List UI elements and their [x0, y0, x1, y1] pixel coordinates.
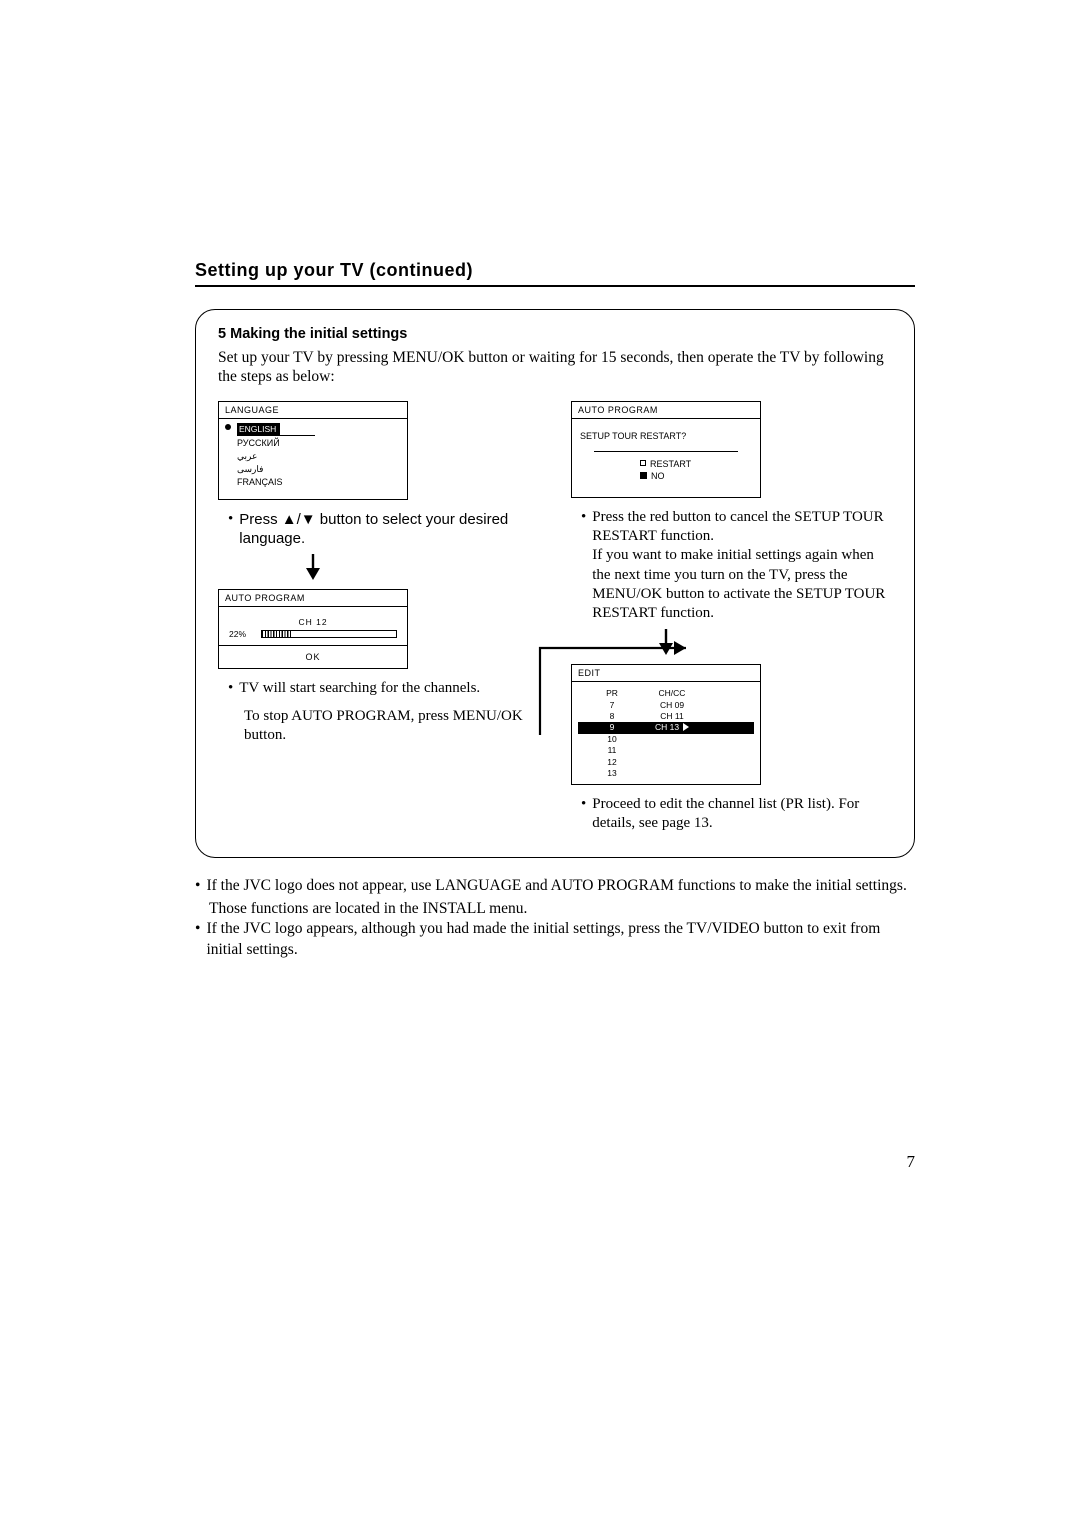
- cursor-icon: [225, 424, 231, 430]
- edit-menu: EDIT PR CH/CC 7 CH 09 8 CH 11 9 CH 13 10111213: [571, 664, 761, 785]
- restart-opt1-label: RESTART: [650, 459, 691, 469]
- red-button-label: Press the red button to cancel the SETUP…: [592, 508, 892, 623]
- progress-bar: [261, 630, 397, 638]
- language-menu-header: LANGUAGE: [219, 402, 407, 419]
- channel-label: CH 12: [229, 617, 397, 627]
- restart-opt2: NO: [640, 470, 752, 483]
- red-button-text: • Press the red button to cancel the SET…: [581, 508, 892, 623]
- edit-pr: 12: [592, 757, 632, 768]
- press-updown-label: Press ▲/▼ button to select your desired …: [239, 510, 545, 548]
- edit-ch: [642, 734, 702, 745]
- edit-col-ch: CH/CC: [642, 688, 702, 699]
- step-box: 5 Making the initial settings Set up you…: [195, 309, 915, 858]
- bullet-icon: •: [228, 510, 233, 548]
- restart-rule: [594, 451, 738, 452]
- bullet-icon: •: [581, 795, 586, 833]
- edit-pr: 7: [592, 700, 632, 711]
- step-title-text: Making the initial settings: [230, 326, 407, 342]
- edit-row: 11: [578, 745, 754, 756]
- search-text: • TV will start searching for the channe…: [228, 679, 545, 698]
- bullet-icon: •: [581, 508, 586, 623]
- progress-percent: 22%: [229, 629, 255, 639]
- edit-ch: CH 13: [642, 722, 702, 733]
- bullet-icon: •: [195, 876, 200, 896]
- progress-row: 22%: [229, 629, 397, 639]
- restart-question: SETUP TOUR RESTART?: [580, 431, 752, 441]
- edit-pr: 9: [592, 722, 632, 733]
- footer-text-2: If the JVC logo appears, although you ha…: [206, 919, 915, 960]
- auto-program-body: CH 12 22%: [219, 607, 407, 645]
- step-number: 5: [218, 326, 226, 342]
- edit-col-pr: PR: [592, 688, 632, 699]
- edit-pr: 11: [592, 745, 632, 756]
- edit-header: EDIT: [572, 665, 760, 682]
- step-title: 5 Making the initial settings: [218, 326, 892, 342]
- page-content: Setting up your TV (continued) 5 Making …: [195, 260, 915, 962]
- edit-ch: [642, 757, 702, 768]
- down-arrow-2: [571, 629, 761, 660]
- progress-fill: [262, 631, 291, 637]
- left-column: LANGUAGE ENGLISH РУССКИЙعربيفارسیFRANÇAI…: [218, 401, 545, 839]
- footer-bullet-2: • If the JVC logo appears, although you …: [195, 919, 915, 960]
- restart-menu: AUTO PROGRAM SETUP TOUR RESTART? RESTART…: [571, 401, 761, 498]
- footer-notes: • If the JVC logo does not appear, use L…: [195, 876, 915, 960]
- edit-row: 7 CH 09: [578, 700, 754, 711]
- proceed-label: Proceed to edit the channel list (PR lis…: [592, 795, 892, 833]
- language-menu: LANGUAGE ENGLISH РУССКИЙعربيفارسیFRANÇAI…: [218, 401, 408, 500]
- page-number: 7: [195, 1152, 915, 1172]
- edit-pr: 13: [592, 768, 632, 779]
- edit-row: 12: [578, 757, 754, 768]
- section-title: Setting up your TV (continued): [195, 260, 915, 287]
- bullet-icon: •: [228, 679, 233, 698]
- down-arrow-1: [218, 554, 408, 585]
- edit-rows: 7 CH 09 8 CH 11 9 CH 13 10111213: [578, 700, 754, 780]
- language-option: FRANÇAIS: [237, 476, 401, 489]
- square-solid-icon: [640, 472, 647, 479]
- restart-body: SETUP TOUR RESTART? RESTART NO: [572, 419, 760, 497]
- language-option: РУССКИЙ: [237, 437, 401, 450]
- bullet-icon: •: [195, 919, 200, 960]
- auto-program-header: AUTO PROGRAM: [219, 590, 407, 607]
- auto-program-box: AUTO PROGRAM CH 12 22% OK: [218, 589, 408, 669]
- footer-bullet-1: • If the JVC logo does not appear, use L…: [195, 876, 915, 896]
- edit-row: 8 CH 11: [578, 711, 754, 722]
- proceed-text: • Proceed to edit the channel list (PR l…: [581, 795, 892, 833]
- edit-pr: 8: [592, 711, 632, 722]
- restart-options: RESTART NO: [580, 458, 752, 483]
- edit-ch: CH 09: [642, 700, 702, 711]
- edit-body: PR CH/CC 7 CH 09 8 CH 11 9 CH 13 10111213: [572, 682, 760, 784]
- right-column: AUTO PROGRAM SETUP TOUR RESTART? RESTART…: [565, 401, 892, 839]
- footer-text-1: If the JVC logo does not appear, use LAN…: [206, 876, 915, 896]
- stop-text: To stop AUTO PROGRAM, press MENU/OK butt…: [244, 707, 545, 745]
- cursor-icon: [580, 725, 586, 731]
- press-updown-text: • Press ▲/▼ button to select your desire…: [228, 510, 545, 548]
- ok-row: OK: [219, 645, 407, 668]
- edit-row: 13: [578, 768, 754, 779]
- language-selected-row: ENGLISH: [237, 423, 401, 436]
- square-open-icon: [640, 460, 646, 466]
- footer-text-1b: Those functions are located in the INSTA…: [209, 899, 915, 919]
- edit-row: 9 CH 13: [578, 722, 754, 733]
- restart-opt1: RESTART: [640, 458, 752, 471]
- language-selected: ENGLISH: [237, 423, 280, 435]
- edit-pr: 10: [592, 734, 632, 745]
- two-columns: LANGUAGE ENGLISH РУССКИЙعربيفارسیFRANÇAI…: [218, 401, 892, 839]
- triangle-right-icon: [683, 723, 689, 731]
- language-option: عربي: [237, 450, 401, 463]
- search-label: TV will start searching for the channels…: [239, 679, 545, 698]
- edit-ch: CH 11: [642, 711, 702, 722]
- edit-row: 10: [578, 734, 754, 745]
- arrow-down-icon: [303, 554, 323, 580]
- language-menu-body: ENGLISH РУССКИЙعربيفارسیFRANÇAIS: [219, 419, 407, 499]
- language-options: РУССКИЙعربيفارسیFRANÇAIS: [237, 437, 401, 489]
- edit-ch: [642, 768, 702, 779]
- edit-ch: [642, 745, 702, 756]
- language-option: فارسی: [237, 463, 401, 476]
- restart-header: AUTO PROGRAM: [572, 402, 760, 419]
- arrow-down-icon: [656, 629, 676, 655]
- edit-column-headers: PR CH/CC: [578, 688, 754, 699]
- step-intro: Set up your TV by pressing MENU/OK butto…: [218, 348, 892, 387]
- restart-opt2-label: NO: [651, 471, 665, 481]
